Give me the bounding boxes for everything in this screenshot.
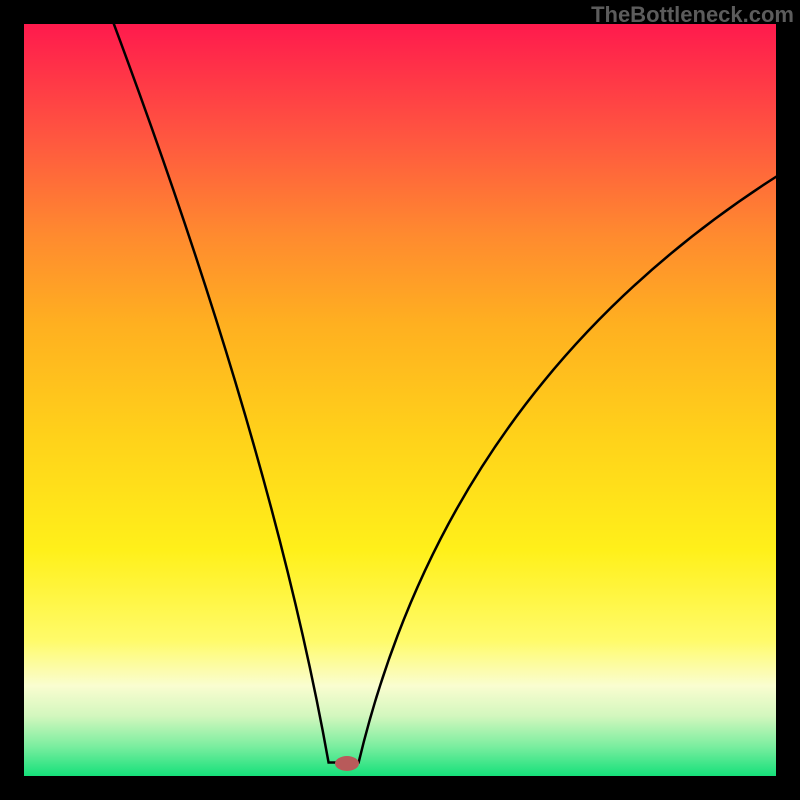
bottleneck-curve xyxy=(24,24,776,776)
chart-container: TheBottleneck.com xyxy=(0,0,800,800)
plot-area xyxy=(24,24,776,776)
optimal-point-marker xyxy=(335,756,359,771)
v-curve-path xyxy=(108,24,776,762)
